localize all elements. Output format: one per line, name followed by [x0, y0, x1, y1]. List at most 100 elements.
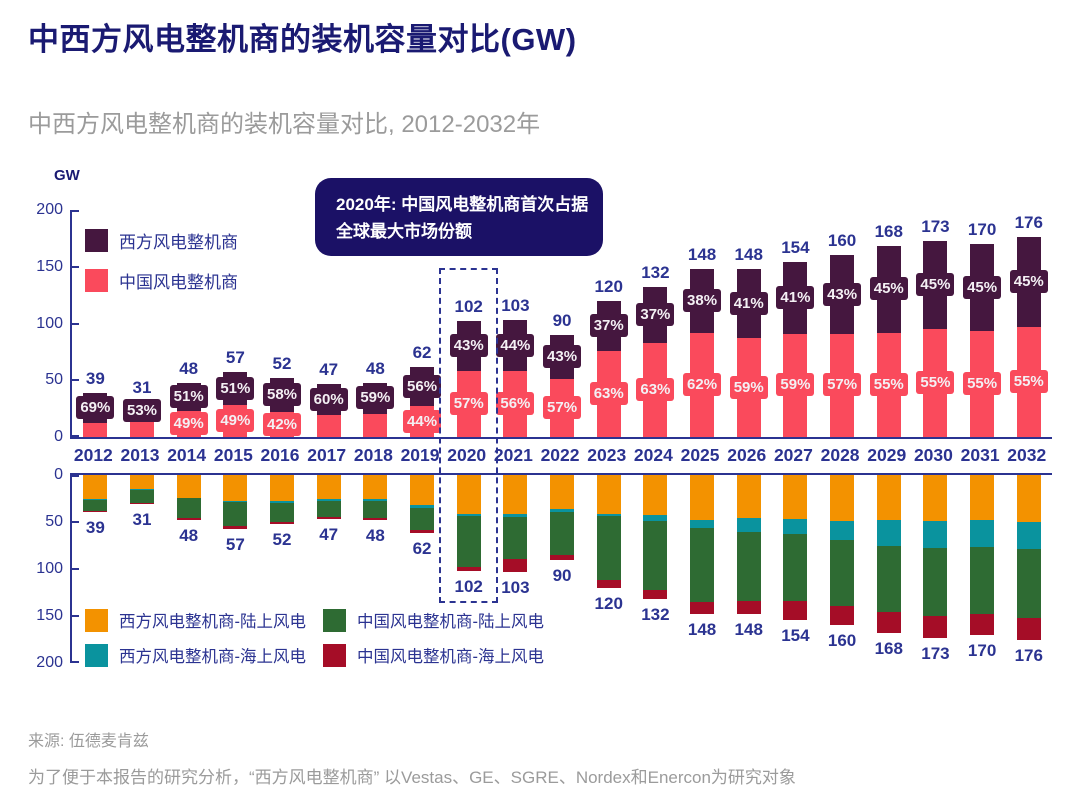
tick-mark — [72, 265, 79, 268]
pct-badge-china: 55% — [916, 371, 955, 395]
y-tick-label: 0 — [54, 428, 63, 445]
x-axis-year: 2029 — [867, 445, 907, 465]
bar-total-label: 90 — [552, 565, 572, 585]
chart-column: 47 — [305, 475, 352, 663]
bar-total-label: 103 — [501, 296, 530, 316]
bar-segment — [736, 475, 761, 519]
bar-total-label: 120 — [594, 593, 623, 613]
tick-mark — [72, 568, 79, 570]
bar-segment — [690, 601, 715, 615]
stacked-bar — [690, 475, 715, 615]
pct-badge-west: 60% — [309, 387, 348, 411]
bar-segment — [410, 475, 435, 506]
stacked-bar — [783, 475, 808, 620]
bar-segment — [270, 521, 295, 524]
y-tick-label: 0 — [54, 466, 63, 483]
chart-column: 160 43% 57% — [819, 210, 866, 437]
pct-badge-china: 49% — [216, 409, 255, 433]
bar-segment — [736, 532, 761, 601]
pct-badge-china: 59% — [776, 373, 815, 397]
pct-badge-west: 51% — [216, 376, 255, 400]
bar-segment — [970, 614, 995, 635]
bar-total-label: 176 — [1014, 213, 1043, 233]
pct-badge-west: 43% — [449, 334, 488, 358]
stacked-bar — [410, 475, 435, 534]
bar-segment — [876, 612, 901, 633]
bar-segment — [130, 503, 154, 505]
pct-badge-china: 57% — [543, 396, 582, 420]
methodology-note: 为了便于本报告的研究分析，“西方风电整机商” 以Vestas、GE、SGRE、N… — [28, 768, 796, 787]
legend-label-china: 中国风电整机商 — [119, 273, 238, 292]
legend-item-west-onshore: 西方风电整机商-陆上风电 — [85, 608, 306, 632]
tick-mark — [72, 661, 79, 663]
chart-column: 52 58% 42% — [259, 210, 306, 437]
pct-badge-china: 44% — [403, 409, 442, 433]
chart-column: 31 53% — [119, 210, 166, 437]
bar-segment — [736, 518, 761, 533]
x-axis-year: 2027 — [773, 445, 813, 465]
bar-segment — [970, 475, 995, 521]
stacked-bar — [970, 475, 995, 635]
bar-segment — [410, 530, 435, 534]
pct-badge-west: 43% — [543, 344, 582, 368]
bar-segment — [550, 475, 575, 509]
pct-badge-china: 59% — [729, 375, 768, 399]
x-axis-year: 2025 — [680, 445, 720, 465]
chart-column: 176 — [1005, 475, 1052, 665]
x-axis-year: 2015 — [213, 445, 253, 465]
x-axis-year: 2018 — [353, 445, 393, 465]
bar-segment — [456, 516, 481, 568]
chart-column: 57 51% 49% — [212, 210, 259, 437]
bar-total-label: 62 — [412, 539, 432, 559]
bar-total-label: 39 — [85, 368, 105, 388]
bar-segment — [783, 519, 808, 535]
pct-badge-china: 42% — [263, 412, 302, 436]
annotation-line1: 2020年: 中国风电整机商首次占据 — [336, 195, 589, 214]
chart-column: 48 — [352, 475, 399, 663]
bar-segment — [83, 510, 108, 512]
pct-badge-china: 55% — [1009, 369, 1048, 393]
pct-badge-china: 55% — [963, 372, 1002, 396]
chart-column: 168 45% 55% — [865, 210, 912, 437]
bar-segment-china — [363, 414, 388, 437]
chart-column: 52 — [259, 475, 306, 663]
chart-column: 48 — [165, 475, 212, 663]
tick-mark — [72, 379, 79, 382]
bar-total-label: 52 — [272, 529, 292, 549]
bar-segment — [456, 475, 481, 515]
bar-total-label: 148 — [687, 245, 717, 265]
chart-subtitle: 中西方风电整机商的装机容量对比, 2012-2032年 — [28, 111, 541, 138]
pct-badge-china: 63% — [589, 381, 628, 405]
bar-segment — [1016, 617, 1041, 641]
bar-segment — [923, 521, 948, 549]
stacked-bar — [503, 475, 528, 572]
bar-segment — [923, 548, 948, 616]
bar-total-label: 47 — [319, 525, 339, 545]
bar-segment — [270, 475, 295, 502]
pct-badge-west: 56% — [403, 374, 442, 398]
chart-column: 148 — [679, 475, 726, 663]
legend-label-china-onshore: 中国风电整机商-陆上风电 — [357, 613, 544, 631]
bar-segment — [923, 615, 948, 638]
stacked-bar — [223, 475, 248, 529]
bar-total-label: 154 — [781, 238, 810, 258]
y-tick-label: 200 — [36, 201, 63, 218]
bar-segment — [223, 525, 248, 529]
x-axis-year: 2019 — [400, 445, 440, 465]
legend-label-west: 西方风电整机商 — [119, 233, 238, 252]
bar-segment — [643, 589, 668, 600]
bar-segment — [596, 475, 621, 514]
x-axis-year: 2014 — [167, 445, 207, 465]
bar-total-label: 168 — [874, 222, 903, 242]
chart-column: 176 45% 55% — [1005, 210, 1052, 437]
bar-total-label: 102 — [454, 576, 483, 596]
chart-column: 148 38% 62% — [679, 210, 726, 437]
bar-segment — [1016, 475, 1041, 522]
chart-column: 160 — [819, 475, 866, 663]
bar-total-label: 148 — [734, 620, 763, 640]
bar-segment — [876, 520, 901, 547]
bar-total-label: 102 — [454, 297, 483, 317]
bar-segment — [970, 520, 995, 548]
chart-column: 31 — [119, 475, 166, 663]
